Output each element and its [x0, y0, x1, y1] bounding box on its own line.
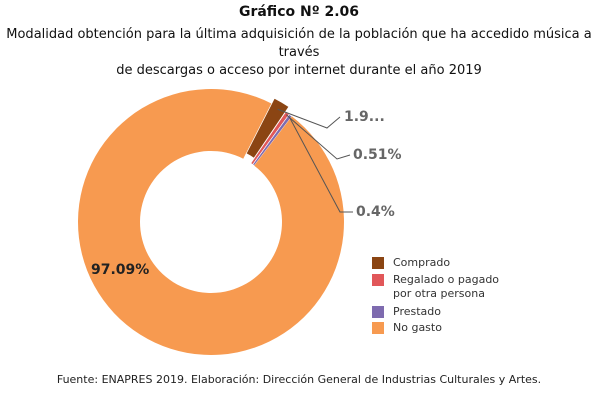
- legend-swatch-comprado: [372, 257, 384, 269]
- slice-prestado: [252, 113, 293, 167]
- slice-label-no-gasto: 97.09%: [91, 262, 149, 278]
- legend-item-no-gasto: No gasto: [372, 321, 442, 334]
- legend-swatch-regalado-o-pagado-por-otra-persona: [372, 274, 384, 286]
- legend-item-prestado: Prestado: [372, 305, 441, 318]
- legend-label-regalado-o-pagado-por-otra-persona-line-2: por otra persona: [393, 287, 485, 300]
- chart-number: Gráfico Nº 2.06: [238, 4, 360, 20]
- slice-comprado: [245, 97, 290, 159]
- legend-label-comprado: Comprado: [393, 256, 450, 269]
- legend-label-no-gasto: No gasto: [393, 321, 442, 334]
- chart-title-line-1: Modalidad obtención para la última adqui…: [6, 27, 592, 60]
- slice-no-gasto: [78, 89, 345, 355]
- slice-label-comprado: 1.9...: [344, 109, 385, 125]
- slice-label-prestado: 0.4%: [356, 204, 395, 220]
- slice-label-regalado-o-pagado-por-otra-persona: 0.51%: [353, 147, 402, 163]
- leader-line-regalado-o-pagado-por-otra-persona: [285, 114, 351, 160]
- leader-line-comprado: [277, 108, 341, 129]
- legend-swatch-prestado: [372, 306, 384, 318]
- legend-swatch-no-gasto: [372, 322, 384, 334]
- leader-line-prestado: [288, 116, 353, 213]
- chart-title: Modalidad obtención para la última adqui…: [2, 26, 596, 80]
- legend-item-comprado: Comprado: [372, 256, 450, 269]
- legend-label-prestado: Prestado: [393, 305, 441, 318]
- source-note: Fuente: ENAPRES 2019. Elaboración: Direc…: [56, 373, 542, 386]
- chart-title-line-2: de descargas o acceso por internet duran…: [116, 63, 482, 78]
- legend-label-regalado-o-pagado-por-otra-persona: Regalado o pagado: [393, 273, 499, 286]
